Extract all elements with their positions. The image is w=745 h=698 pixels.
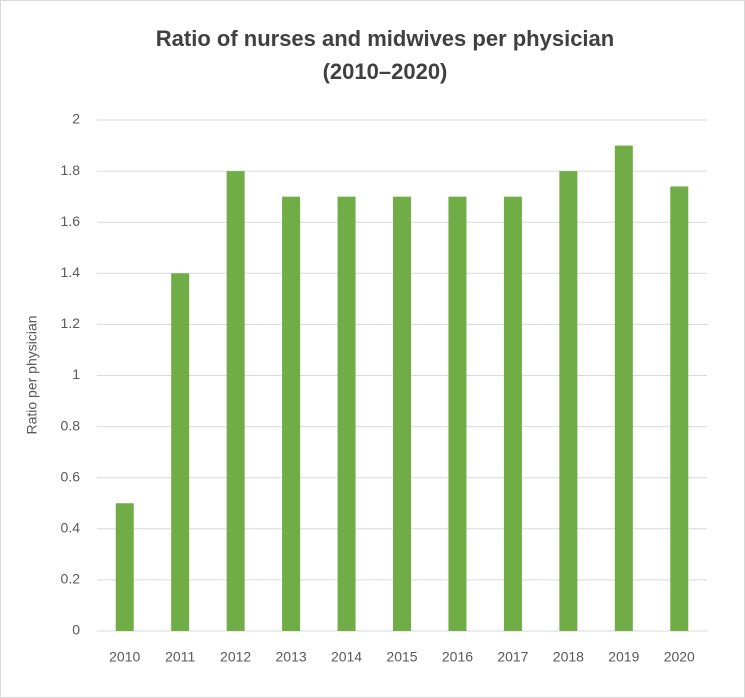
chart-title: Ratio of nurses and midwives per physici… [156, 26, 614, 51]
bar [282, 196, 301, 631]
x-tick-label: 2014 [331, 649, 362, 665]
x-tick-label: 2015 [386, 649, 417, 665]
bar [393, 196, 411, 631]
chart-title: (2010–2020) [323, 59, 448, 84]
y-tick-label: 1.6 [61, 213, 81, 229]
y-tick-label: 1 [72, 366, 80, 382]
bar [337, 196, 356, 631]
x-tick-label: 2010 [109, 649, 140, 665]
y-tick-label: 0.4 [61, 520, 81, 536]
bar [670, 186, 689, 631]
y-tick-label: 1.4 [61, 264, 81, 280]
x-tick-label: 2016 [442, 649, 473, 665]
bar [115, 503, 134, 631]
x-tick-label: 2012 [220, 649, 251, 665]
bar [448, 196, 467, 631]
y-tick-label: 1.2 [61, 315, 81, 331]
bar [503, 196, 522, 631]
x-tick-label: 2019 [608, 649, 639, 665]
y-tick-label: 0.2 [61, 571, 81, 587]
y-tick-label: 0.6 [61, 468, 81, 484]
y-tick-label: 1.8 [61, 162, 81, 178]
x-tick-label: 2018 [553, 649, 584, 665]
x-tick-label: 2011 [165, 649, 195, 665]
bar [171, 273, 190, 631]
y-axis-label: Ratio per physician [24, 315, 40, 434]
bar [226, 171, 245, 631]
x-tick-label: 2013 [276, 649, 307, 665]
bar [559, 171, 578, 631]
y-tick-label: 0.8 [61, 417, 81, 433]
y-tick-label: 0 [72, 622, 80, 638]
bar [614, 145, 633, 632]
x-tick-label: 2017 [497, 649, 528, 665]
y-tick-label: 2 [72, 111, 80, 127]
x-tick-label: 2020 [664, 649, 695, 665]
